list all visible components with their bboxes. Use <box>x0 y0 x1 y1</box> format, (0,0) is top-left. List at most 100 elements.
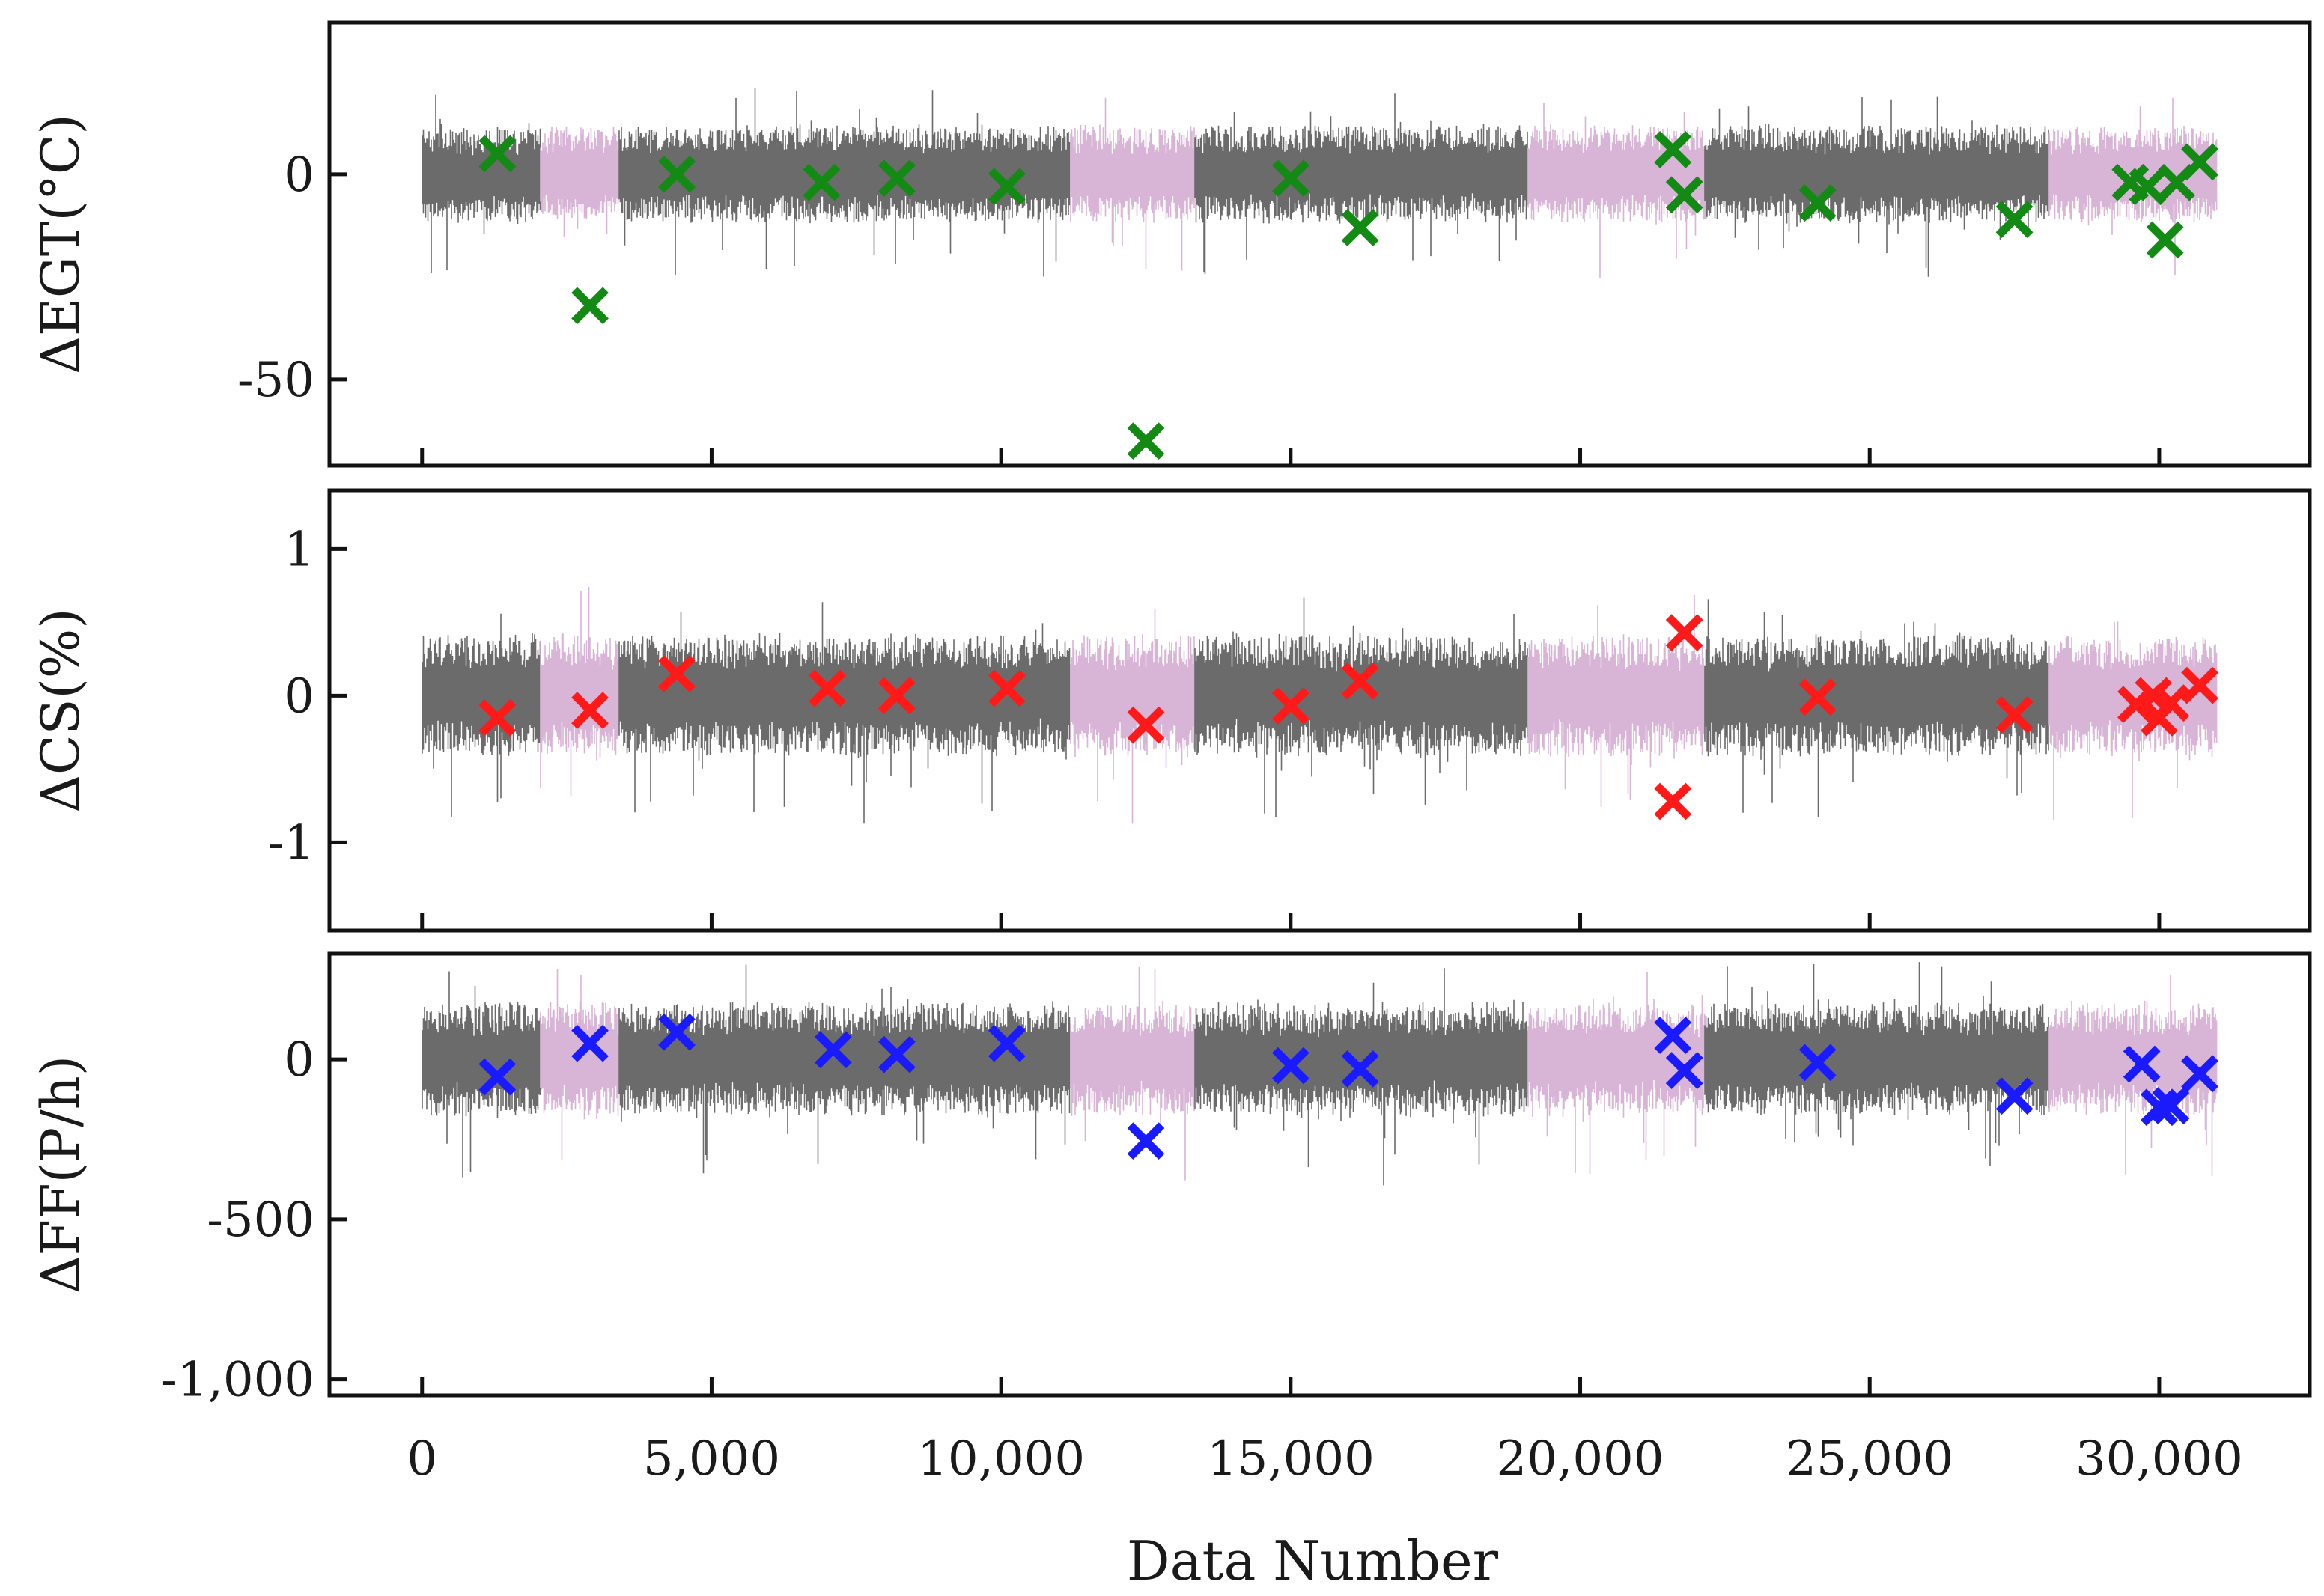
ff-plot-frame <box>327 951 2312 1398</box>
cs-noise-segment <box>2048 621 2218 820</box>
egt-y-tick-labels: 0 -50 <box>237 147 314 408</box>
ff-noise-segment <box>1194 968 1528 1186</box>
ff-marker <box>1341 1050 1379 1088</box>
ff-marker <box>878 1035 916 1073</box>
cs-noise-segment <box>540 586 619 797</box>
cs-noise-band <box>422 586 2218 824</box>
panel-cs: 1 0 -1 ΔCS(%) <box>30 488 2312 933</box>
x-tick-label: 10,000 <box>917 1431 1085 1487</box>
cs-marker <box>878 677 916 715</box>
ff-noise-segment <box>1070 967 1195 1181</box>
ff-noise-segment <box>540 969 619 1160</box>
x-tick-label: 30,000 <box>2075 1431 2243 1487</box>
ff-y-axis-label: ΔFF(P/h) <box>30 1056 91 1294</box>
panel-ff: 0 -500 -1,000 ΔFF(P/h) <box>30 951 2312 1408</box>
ff-marker <box>988 1024 1026 1062</box>
egt-marker <box>1798 184 1837 222</box>
x-tick-label: 0 <box>407 1431 437 1487</box>
cs-marker <box>1271 687 1309 725</box>
egt-noise-segment <box>540 126 619 237</box>
x-tick-label: 25,000 <box>1786 1431 1953 1487</box>
ff-noise-segment <box>1527 972 1706 1174</box>
egt-marker <box>803 163 841 201</box>
cs-y-tick-label: 1 <box>284 522 314 577</box>
egt-plot-frame <box>327 20 2312 468</box>
egt-markers <box>478 131 2218 460</box>
ff-noise-band <box>422 962 2218 1186</box>
ff-y-tick-label: -1,000 <box>161 1353 314 1408</box>
ff-marker <box>2141 1088 2178 1127</box>
cs-markers <box>478 614 2218 820</box>
egt-noise-segment <box>1704 96 2049 277</box>
egt-marker <box>1341 209 1379 246</box>
egt-marker <box>1995 201 2034 239</box>
ff-markers <box>478 1013 2218 1160</box>
cs-marker <box>1654 782 1692 820</box>
cs-noise-segment <box>618 602 1071 824</box>
ff-marker <box>1127 1122 1165 1160</box>
egt-marker <box>1271 159 1309 198</box>
x-tick-labels: 0 5,000 10,000 15,000 20,000 25,000 30,000 <box>407 1431 2243 1487</box>
egt-y-tick-label: 0 <box>284 147 314 203</box>
cs-marker <box>658 655 696 692</box>
egt-y-tick-label: -50 <box>237 353 314 408</box>
cs-noise-segment <box>1070 608 1195 824</box>
egt-noise-segment <box>1527 103 1706 278</box>
cs-marker <box>1341 662 1379 700</box>
x-tick-label: 5,000 <box>643 1431 780 1487</box>
ff-noise-segment <box>422 971 541 1178</box>
cs-marker <box>1665 614 1703 652</box>
egt-noise-band <box>422 88 2218 278</box>
cs-y-tick-label: -1 <box>268 815 314 871</box>
egt-noise-segment <box>1194 93 1528 275</box>
ff-marker <box>1654 1017 1692 1054</box>
ff-noise-segment <box>1704 962 2049 1166</box>
egt-marker <box>2181 143 2218 181</box>
cs-marker <box>478 698 517 737</box>
egt-marker <box>478 135 517 173</box>
ff-y-tick-label: -500 <box>207 1193 314 1248</box>
x-tick-label: 20,000 <box>1497 1431 1664 1487</box>
ff-marker <box>571 1024 609 1062</box>
egt-ticks <box>329 172 2162 466</box>
cs-ticks <box>329 546 2162 931</box>
ff-marker <box>1995 1077 2034 1115</box>
ff-marker <box>1798 1044 1837 1082</box>
cs-marker <box>809 669 847 707</box>
cs-y-tick-label: 0 <box>284 668 314 724</box>
cs-y-axis-label: ΔCS(%) <box>30 608 91 812</box>
cs-plot-frame <box>327 488 2312 933</box>
ff-noise-segment <box>618 964 1071 1174</box>
egt-noise-segment <box>1070 97 1195 271</box>
x-tick-label: 15,000 <box>1207 1431 1375 1487</box>
egt-marker <box>571 287 609 325</box>
panel-egt: 0 -50 ΔEGT(°C) <box>30 20 2312 468</box>
egt-marker <box>1665 176 1703 214</box>
cs-marker <box>1995 695 2034 734</box>
ff-marker <box>1665 1052 1703 1089</box>
cs-noise-segment <box>1527 594 1706 807</box>
egt-marker <box>658 155 696 193</box>
cs-marker <box>571 692 609 729</box>
cs-marker <box>2181 666 2218 704</box>
ff-marker <box>814 1031 852 1069</box>
cs-marker <box>2152 684 2190 722</box>
ff-y-tick-labels: 0 -500 -1,000 <box>161 1032 314 1408</box>
egt-y-axis-label: ΔEGT(°C) <box>30 114 91 374</box>
x-axis-label: Data Number <box>1127 1529 1499 1592</box>
egt-marker <box>988 168 1026 206</box>
cs-marker <box>988 669 1026 707</box>
ff-marker <box>2181 1055 2218 1093</box>
ff-marker <box>658 1013 696 1051</box>
egt-noise-segment <box>422 94 541 273</box>
ff-marker <box>1271 1047 1309 1085</box>
egt-marker <box>2146 221 2184 259</box>
egt-marker <box>878 159 916 198</box>
egt-marker <box>1654 131 1692 168</box>
ff-ticks <box>329 1057 2162 1395</box>
cs-noise-segment <box>1194 597 1528 817</box>
egt-marker <box>1127 422 1165 460</box>
egt-marker <box>2129 168 2167 206</box>
cs-y-tick-labels: 1 0 -1 <box>268 522 314 871</box>
